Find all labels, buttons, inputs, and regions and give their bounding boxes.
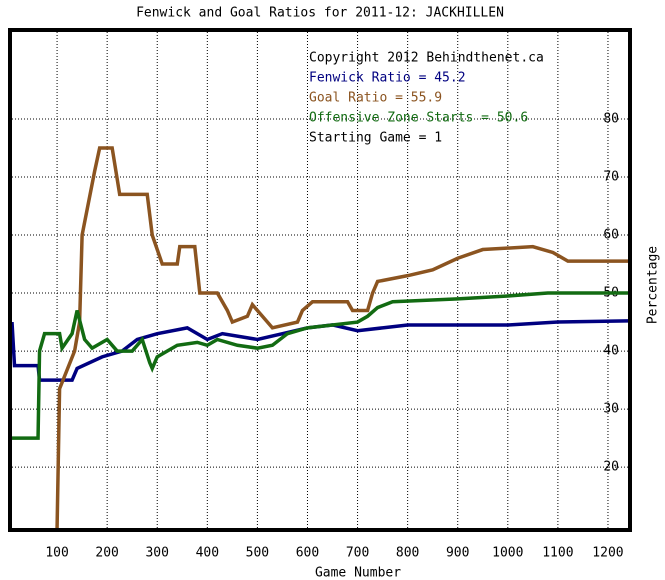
y-tick-label: 40	[603, 344, 619, 359]
x-tick-label: 500	[246, 546, 269, 561]
x-tick-label: 300	[145, 546, 168, 561]
x-tick-label: 400	[196, 546, 219, 561]
y-tick-label: 20	[603, 460, 619, 475]
plot-frame	[8, 28, 632, 532]
legend-entry: Offensive Zone Starts = 50.6	[309, 111, 528, 126]
y-axis-label: Percentage	[646, 246, 661, 324]
x-tick-label: 800	[396, 546, 419, 561]
x-tick-label: 1000	[492, 546, 523, 561]
x-tick-label: 200	[95, 546, 118, 561]
chart-title: Fenwick and Goal Ratios for 2011-12: JAC…	[136, 6, 504, 21]
x-tick-label: 700	[346, 546, 369, 561]
annotation: Copyright 2012 Behindthenet.ca	[309, 51, 544, 66]
legend-entry: Fenwick Ratio = 45.2	[309, 71, 466, 86]
x-axis-label: Game Number	[315, 566, 401, 580]
series-line	[12, 319, 628, 382]
series-line	[12, 291, 628, 440]
y-tick-label: 70	[603, 170, 619, 185]
y-tick-label: 30	[603, 402, 619, 417]
x-tick-label: 1200	[592, 546, 623, 561]
x-tick-label: 600	[296, 546, 319, 561]
x-tick-label: 100	[45, 546, 68, 561]
series-line	[55, 146, 628, 528]
x-tick-label: 1100	[542, 546, 573, 561]
annotation: Starting Game = 1	[309, 131, 442, 146]
y-tick-label: 80	[603, 112, 619, 127]
y-tick-label: 60	[603, 228, 619, 243]
x-tick-label: 900	[446, 546, 469, 561]
legend-entry: Goal Ratio = 55.9	[309, 91, 442, 106]
